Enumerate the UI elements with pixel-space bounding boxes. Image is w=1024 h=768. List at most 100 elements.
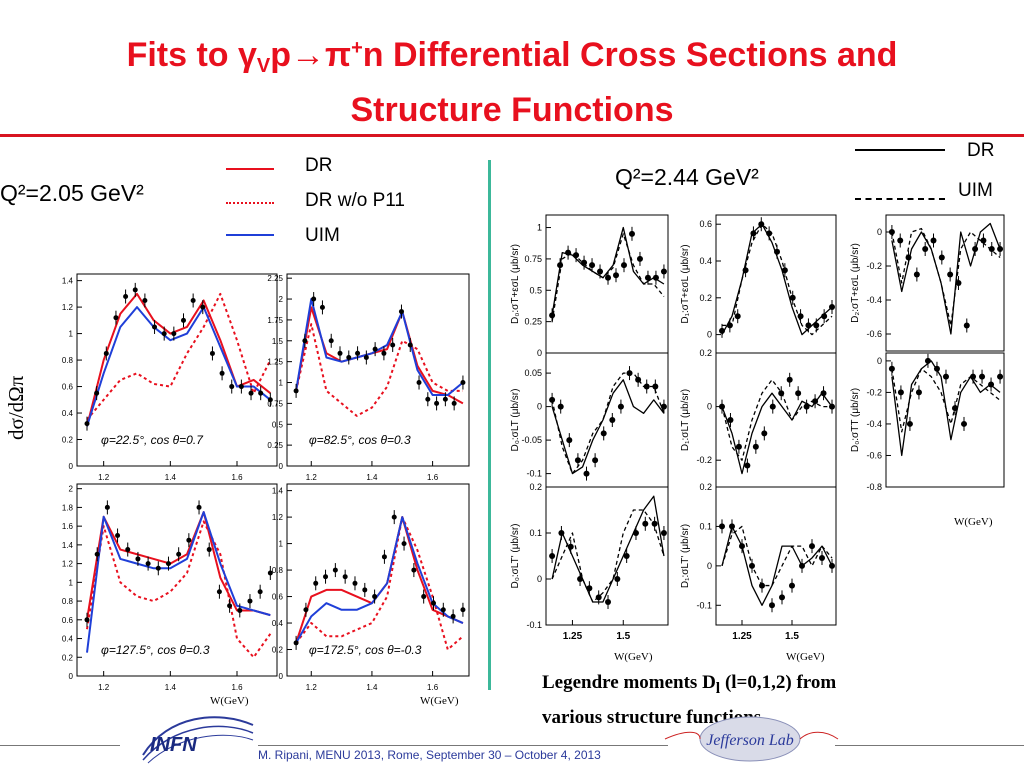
plot-frame (715, 214, 837, 354)
data-point (313, 580, 319, 586)
data-point (363, 354, 369, 360)
data-point (605, 274, 612, 281)
panel-annotation: φ=22.5°, cos θ=0.7 (101, 433, 204, 447)
data-point (597, 268, 604, 275)
panel-y-label: D₀:σLT' (μb/sr) (510, 523, 521, 588)
x-tick-label: 1.2 (306, 683, 318, 692)
data-point (651, 520, 658, 527)
data-point (123, 294, 129, 300)
data-point (595, 594, 602, 601)
data-point (425, 396, 431, 402)
x-tick-label: 1.4 (165, 473, 177, 482)
data-point (390, 342, 396, 348)
legend-dr-wo-p11-label: DR w/o P11 (305, 190, 405, 211)
data-point (789, 294, 796, 301)
data-point (924, 357, 931, 364)
y-tick-label: 1 (537, 223, 542, 233)
data-point (620, 262, 627, 269)
y-tick-label: 0 (707, 330, 712, 340)
data-point (795, 390, 802, 397)
data-point (947, 271, 954, 278)
y-tick-label: 0.05 (524, 368, 542, 378)
y-tick-label: 0.75 (524, 254, 542, 264)
data-point (930, 237, 937, 244)
legend-right-dr-line (855, 149, 945, 151)
data-point (942, 373, 949, 380)
y-tick-label: 1.4 (62, 541, 74, 550)
data-point (440, 607, 446, 613)
legend-uim-line (226, 234, 274, 236)
y-tick-label: 0.4 (699, 256, 712, 266)
y-tick-label: 0.6 (62, 616, 74, 625)
data-point (988, 246, 995, 252)
data-point (805, 322, 812, 329)
y-tick-label: 1.4 (272, 487, 284, 496)
y-tick-label: 0 (707, 402, 712, 412)
panel-y-label: D₁:σLT (μb/sr) (680, 389, 691, 451)
data-point (155, 565, 161, 571)
chart-r20: 0.2 0.1 0 -0.1 1.25 1.5 D₀:σLT' (μb/sr) (510, 482, 669, 642)
series-line-uim (891, 368, 1001, 433)
data-point (758, 221, 765, 228)
y-tick-label: 1.5 (272, 337, 284, 346)
data-point (821, 313, 828, 320)
footer-rule-left (0, 745, 120, 746)
panel-y-label: D₀:σLT (μb/sr) (510, 389, 521, 452)
data-point (938, 254, 945, 261)
data-point (311, 296, 317, 302)
y-tick-label: -0.4 (866, 419, 882, 429)
section-divider (488, 160, 491, 690)
series-line-dr (86, 292, 271, 427)
data-point (980, 237, 987, 244)
y-tick-label: 1.2 (272, 513, 284, 522)
y-tick-label: 1.25 (267, 358, 283, 367)
y-tick-label: 0 (537, 348, 542, 358)
y-tick-label: 0.25 (267, 441, 283, 450)
x-tick-label: 1.5 (616, 631, 630, 642)
y-tick-label: -0.2 (866, 261, 882, 271)
legend-dr-label: DR (305, 155, 333, 176)
data-point (346, 354, 352, 360)
data-point (735, 443, 742, 450)
series-line-dr-w-o-p11 (86, 520, 272, 659)
data-point (113, 315, 119, 321)
data-point (549, 553, 556, 559)
y-tick-label: 0 (69, 672, 74, 681)
data-point (933, 365, 940, 372)
left-q2-label: Q²=2.05 GeV² (0, 180, 144, 206)
data-point (165, 561, 171, 567)
series-line-uim (721, 525, 833, 587)
data-point (972, 246, 979, 252)
data-point (238, 384, 244, 390)
plot-frame (885, 352, 1005, 488)
x-tick-label: 1.4 (366, 683, 378, 692)
data-point (237, 607, 243, 613)
data-point (781, 267, 788, 274)
data-point (951, 405, 958, 412)
panel-annotation: φ=172.5°, cos θ=-0.3 (309, 643, 422, 657)
data-point (774, 248, 780, 255)
data-point (328, 338, 334, 344)
data-point (460, 380, 466, 386)
data-point (302, 338, 308, 344)
y-tick-label: 0 (537, 574, 542, 584)
data-point (660, 403, 667, 410)
series-line-uim (722, 223, 833, 336)
y-tick-label: 1.6 (62, 522, 74, 531)
plot-frame (545, 352, 669, 488)
panel-y-label: D₂:σT+εσL (μb/sr) (850, 243, 861, 323)
data-point (132, 287, 138, 293)
y-tick-label: 0.25 (524, 317, 542, 327)
data-point (888, 229, 895, 235)
data-point (152, 324, 158, 330)
data-point (970, 373, 977, 380)
data-point (381, 350, 387, 356)
data-point (955, 280, 962, 286)
data-point (332, 567, 338, 573)
y-tick-label: 1.4 (62, 277, 74, 286)
data-point (94, 390, 100, 396)
svg-text:INFN: INFN (150, 734, 197, 756)
data-point (739, 543, 745, 550)
data-point (628, 230, 635, 237)
data-point (626, 370, 633, 377)
